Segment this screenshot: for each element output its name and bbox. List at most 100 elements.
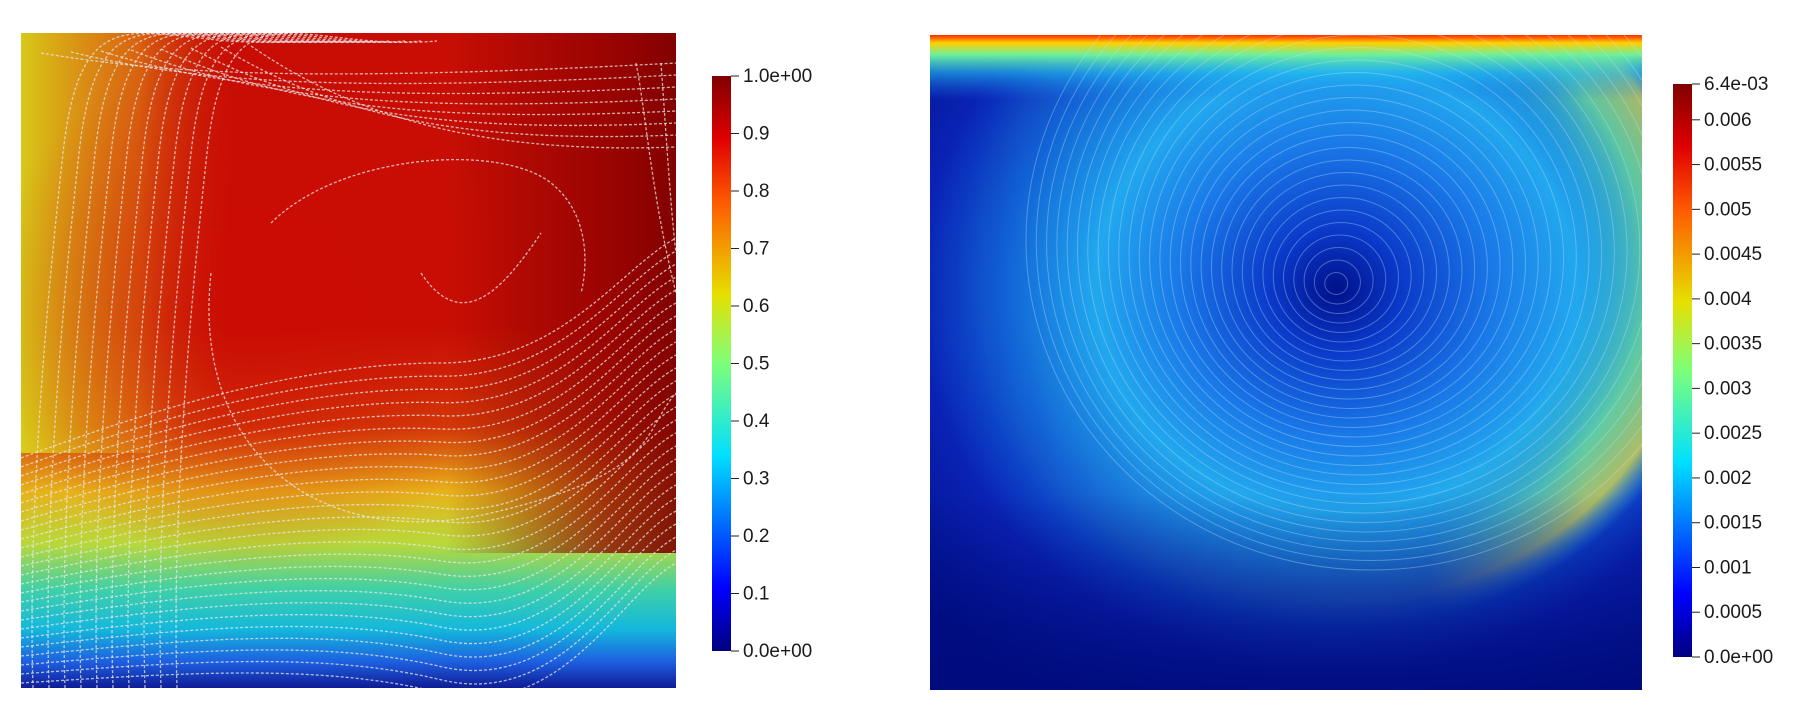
colorbar-tick-label: 0.0005 — [1704, 602, 1762, 623]
streamline — [21, 315, 676, 513]
left-streamlines — [21, 33, 676, 688]
colorbar-tick-label: 0.0025 — [1704, 423, 1762, 444]
streamline — [1210, 134, 1488, 400]
streamline — [1324, 272, 1349, 295]
colorbar-tick-label: 0.7 — [743, 239, 769, 260]
streamline — [1138, 47, 1577, 466]
streamline — [1180, 97, 1526, 428]
streamline — [100, 50, 676, 95]
left-field-plot — [21, 33, 676, 688]
streamline — [79, 33, 342, 688]
streamline — [63, 33, 326, 688]
streamline — [1056, 35, 1642, 542]
colorbar-tick-label: 0.002 — [1704, 468, 1752, 489]
streamline — [21, 497, 676, 639]
colorbar-tick-label: 6.4e-03 — [1704, 74, 1768, 95]
streamline — [21, 328, 676, 522]
colorbar-tick-label: 0.2 — [743, 526, 769, 547]
streamline — [1190, 109, 1514, 419]
streamline — [1169, 84, 1539, 438]
streamline — [21, 354, 676, 540]
streamline — [127, 33, 390, 688]
right-colorbar: 6.4e-03 0.006 0.0055 0.005 0.0045 0.004 0.0035… — [1673, 74, 1773, 668]
colorbar-tick-label: 0.005 — [1704, 199, 1752, 220]
right-field-bottom — [930, 35, 1642, 690]
streamline — [21, 263, 676, 477]
streamline — [1118, 35, 1603, 485]
streamline — [21, 302, 676, 504]
streamline — [1107, 35, 1615, 495]
streamline — [1262, 197, 1425, 352]
streamline — [21, 523, 676, 658]
left-colorbar: 1.0e+00 0.9 0.8 0.7 0.6 0.5 0.4 0.3 0.2 0.1 0.0e+0… — [712, 66, 812, 662]
streamline — [21, 406, 676, 576]
streamline — [1066, 35, 1642, 533]
streamline — [21, 458, 676, 612]
streamline — [70, 51, 676, 85]
streamline — [1159, 72, 1552, 447]
streamline — [1097, 35, 1628, 504]
colorbar-tick-label: 0.003 — [1704, 378, 1752, 399]
streamline — [21, 250, 676, 468]
streamline — [1025, 35, 1642, 571]
streamline — [208, 272, 676, 523]
colorbar-tick-label: 0.001 — [1704, 557, 1752, 578]
right-field-plot — [930, 35, 1642, 690]
colorbar-tick-label: 0.1 — [743, 584, 769, 605]
streamline — [21, 484, 676, 630]
streamline — [21, 510, 676, 648]
streamline — [21, 419, 676, 585]
colorbar-tick-label: 0.8 — [743, 181, 769, 202]
streamline — [175, 33, 438, 688]
colorbar-tick-label: 1.0e+00 — [743, 66, 812, 87]
streamline — [159, 33, 422, 688]
colorbar-tick-label: 0.9 — [743, 124, 769, 145]
streamline — [160, 48, 676, 116]
colorbar-tick-label: 0.0015 — [1704, 513, 1762, 534]
colorbar-tick-label: 0.006 — [1704, 110, 1752, 131]
colorbar-tick-label: 0.6 — [743, 296, 769, 317]
streamline — [21, 380, 676, 558]
colorbar-tick-label: 0.0e+00 — [743, 641, 812, 662]
streamline — [1200, 122, 1501, 409]
streamline — [31, 33, 294, 688]
streamline — [1252, 184, 1438, 362]
colorbar-tick-label: 0.004 — [1704, 289, 1752, 310]
colorbar-tick-label: 0.0055 — [1704, 155, 1762, 176]
streamline — [47, 33, 310, 688]
streamline — [21, 536, 676, 672]
streamline — [21, 276, 676, 486]
streamline — [190, 47, 676, 127]
streamline — [1046, 35, 1642, 552]
streamline — [1241, 172, 1450, 371]
streamline — [21, 289, 676, 495]
streamline — [111, 33, 374, 688]
colorbar-gradient — [1673, 84, 1692, 657]
streamline — [21, 367, 676, 549]
streamline — [220, 46, 676, 138]
streamline — [420, 232, 542, 304]
colorbar-tick-label: 0.4 — [743, 411, 770, 432]
colorbar-tick-label: 0.5 — [743, 354, 769, 375]
colorbar-tick-label: 0.0e+00 — [1704, 647, 1773, 668]
right-streamlines — [1025, 35, 1642, 571]
colorbar-tick-label: 0.3 — [743, 469, 769, 490]
streamline — [95, 33, 358, 688]
streamline — [1283, 222, 1399, 333]
streamline — [21, 549, 676, 685]
colorbar-tick-label: 0.0045 — [1704, 244, 1762, 265]
colorbar-tick-label: 0.0035 — [1704, 334, 1762, 355]
streamline — [1303, 247, 1374, 314]
streamline — [1149, 59, 1565, 457]
streamline — [660, 62, 676, 254]
streamline — [21, 471, 676, 621]
streamline — [1077, 35, 1642, 523]
streamline — [1128, 35, 1590, 476]
streamline — [1313, 259, 1361, 305]
streamline — [1293, 234, 1387, 324]
streamline — [1087, 35, 1641, 514]
streamline — [1035, 35, 1642, 561]
streamline — [40, 52, 676, 75]
streamline — [635, 62, 676, 294]
